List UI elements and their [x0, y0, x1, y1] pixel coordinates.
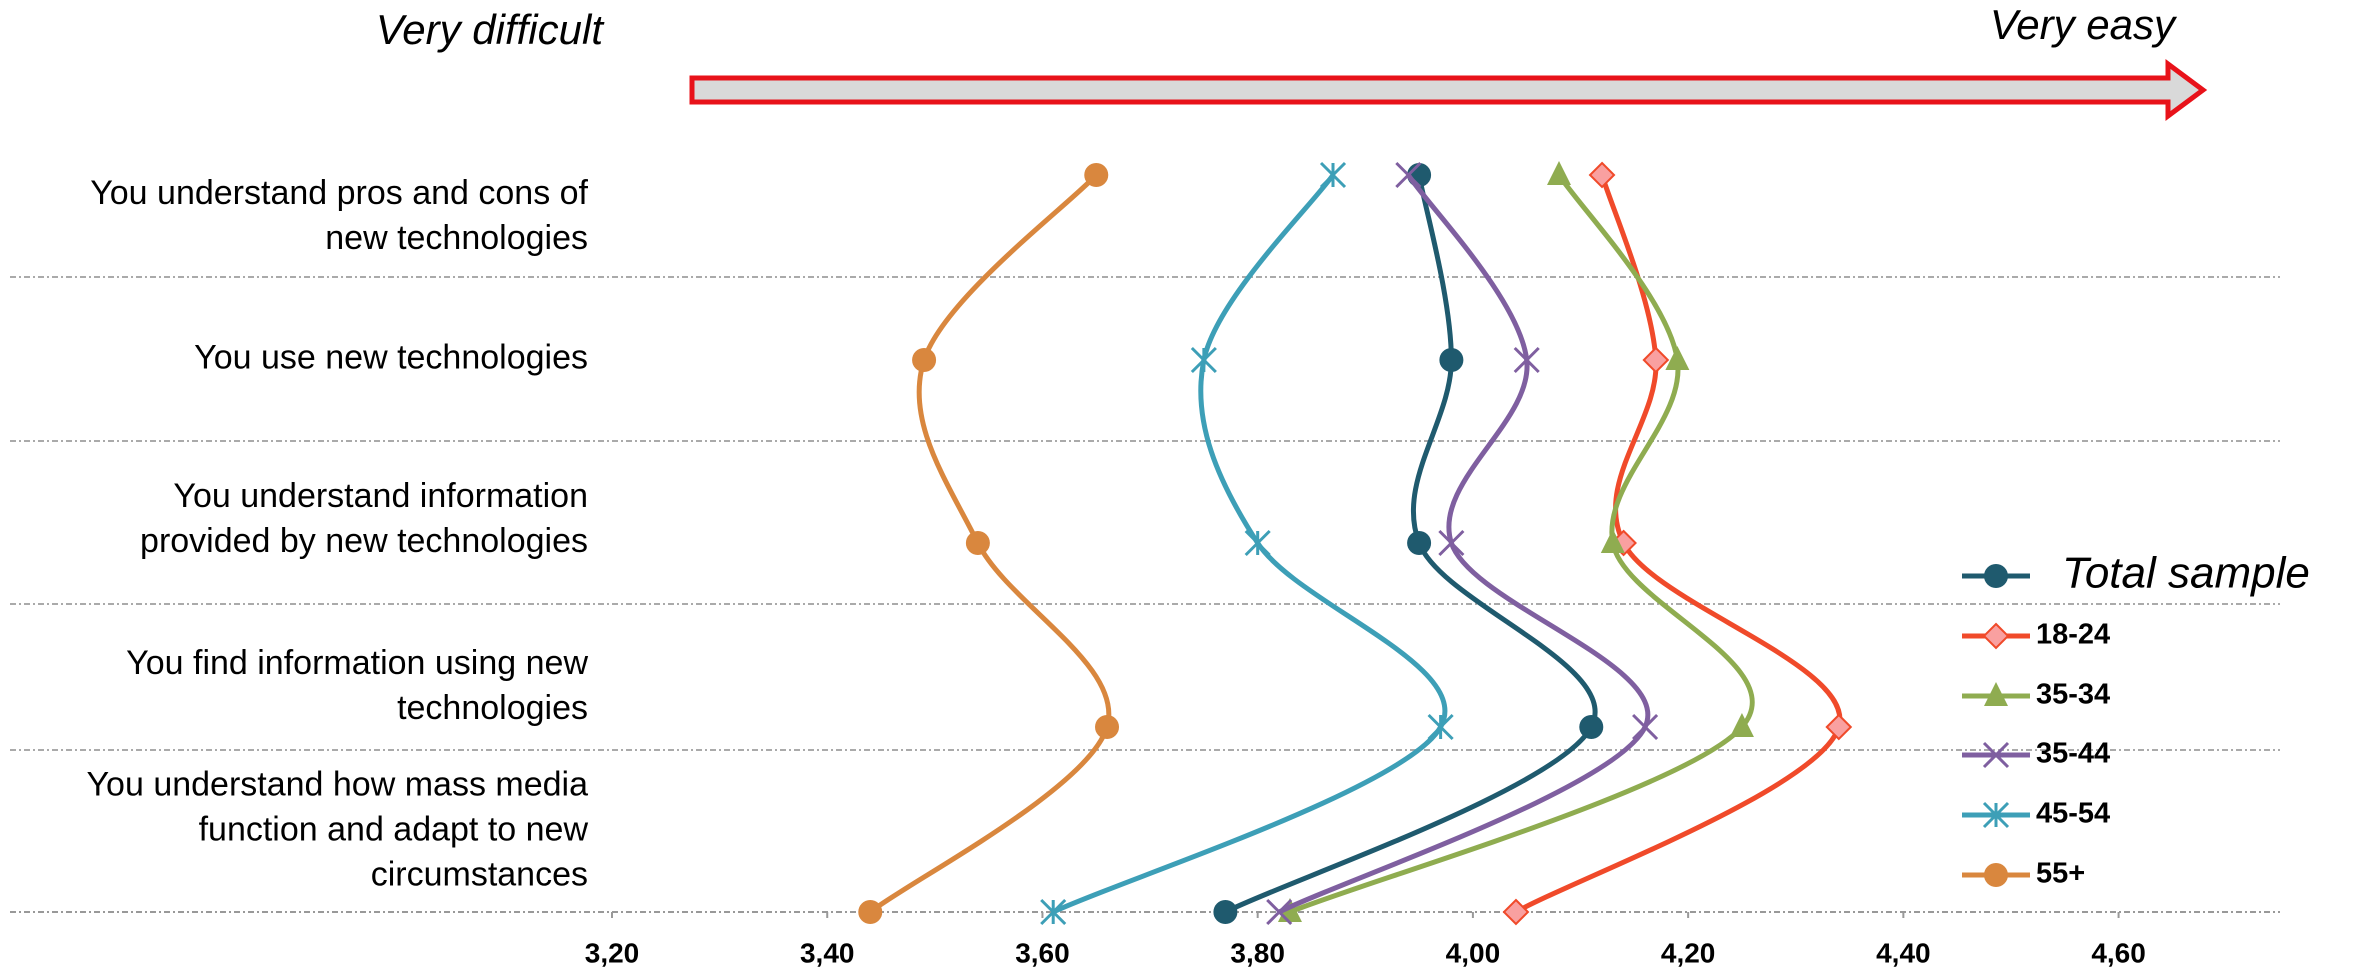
series-line	[1514, 174, 1843, 915]
difficulty-arrow	[689, 59, 2208, 121]
point	[1266, 898, 1293, 926]
point	[1825, 713, 1853, 741]
point	[1513, 346, 1540, 374]
annotation-left: Very difficult	[376, 6, 606, 53]
point	[1502, 898, 1530, 926]
legend-label: 18-24	[2036, 619, 2110, 651]
point	[1213, 900, 1238, 924]
legend-marker	[1984, 564, 2008, 588]
point	[1244, 529, 1271, 557]
category-label: You use new technologies	[194, 338, 588, 377]
x-tick-label: 4,40	[1876, 937, 1931, 968]
legend-label: 35-44	[2036, 738, 2110, 770]
x-tick-label: 4,60	[2091, 937, 2146, 968]
point	[1439, 348, 1464, 372]
legend-marker	[1982, 622, 2010, 650]
point	[1319, 161, 1347, 189]
legend-marker	[1984, 682, 2008, 706]
point	[965, 531, 990, 555]
legend-marker	[1984, 863, 2008, 887]
point	[912, 348, 937, 372]
point	[1642, 346, 1670, 374]
point	[1600, 529, 1625, 553]
point	[1632, 713, 1659, 741]
legend-marker	[1982, 741, 2010, 769]
category-label: You find information using new technolog…	[126, 644, 588, 727]
x-tick-label: 3,20	[585, 937, 640, 968]
point	[1438, 529, 1465, 557]
legend-label: Total sample	[2062, 549, 2310, 598]
point	[1395, 161, 1422, 189]
point	[858, 900, 883, 924]
x-tick-label: 3,60	[1015, 937, 1070, 968]
point	[1665, 346, 1690, 370]
category-label: You understand how mass media function a…	[86, 765, 589, 894]
legend-label: 45-54	[2036, 798, 2110, 830]
point	[1546, 161, 1571, 185]
category-label: You understand information provided by n…	[140, 477, 588, 560]
point	[1427, 713, 1454, 741]
point	[1190, 346, 1217, 374]
legend-marker	[1982, 801, 2010, 829]
x-tick-label: 4,00	[1446, 937, 1501, 968]
point	[1729, 713, 1754, 737]
point	[1588, 161, 1616, 189]
category-label: You understand pros and cons of new tech…	[90, 174, 588, 257]
annotation-right: Very easy	[1990, 1, 2178, 48]
series-line	[1278, 173, 1651, 915]
series-line	[1052, 173, 1448, 915]
point	[1095, 715, 1120, 739]
x-tick-label: 3,80	[1230, 937, 1285, 968]
point	[1579, 715, 1604, 739]
legend-label: 35-34	[2036, 679, 2110, 711]
series-line	[1224, 174, 1598, 915]
point	[1407, 531, 1432, 555]
x-tick-label: 4,20	[1661, 937, 1716, 968]
series-line	[1289, 173, 1755, 915]
point	[1084, 163, 1109, 187]
x-tick-label: 3,40	[800, 937, 855, 968]
point	[1040, 898, 1067, 926]
legend-label: 55+	[2036, 858, 2085, 890]
